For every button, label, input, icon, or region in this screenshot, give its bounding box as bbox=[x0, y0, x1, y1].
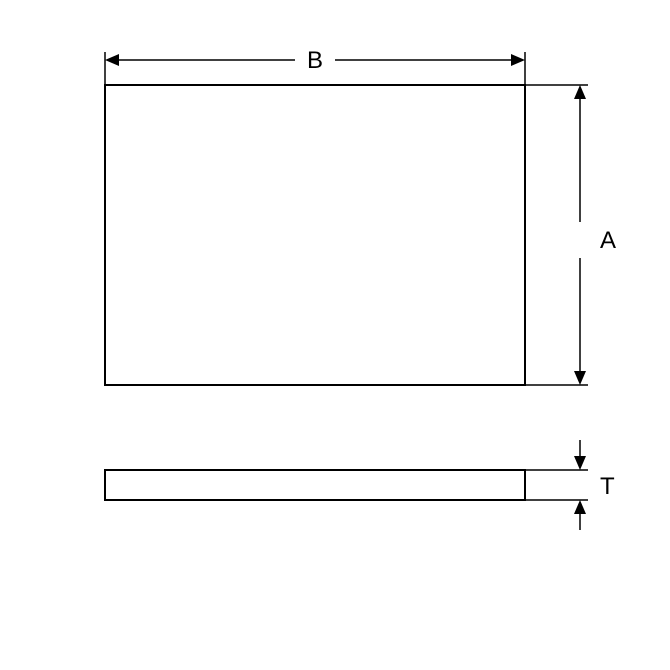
arrow-down-icon bbox=[574, 371, 586, 385]
arrow-left-icon bbox=[105, 54, 119, 66]
dimension-a: A bbox=[525, 85, 616, 385]
edge-rect bbox=[105, 470, 525, 500]
arrow-down-icon bbox=[574, 456, 586, 470]
arrow-right-icon bbox=[511, 54, 525, 66]
dimension-diagram: B A T bbox=[0, 0, 670, 670]
arrow-up-icon bbox=[574, 500, 586, 514]
dimension-b: B bbox=[105, 47, 525, 85]
dimension-t: T bbox=[525, 440, 615, 530]
dimension-t-label: T bbox=[600, 473, 615, 500]
dimension-b-label: B bbox=[307, 47, 323, 74]
plan-rect bbox=[105, 85, 525, 385]
arrow-up-icon bbox=[574, 85, 586, 99]
dimension-a-label: A bbox=[600, 227, 616, 254]
